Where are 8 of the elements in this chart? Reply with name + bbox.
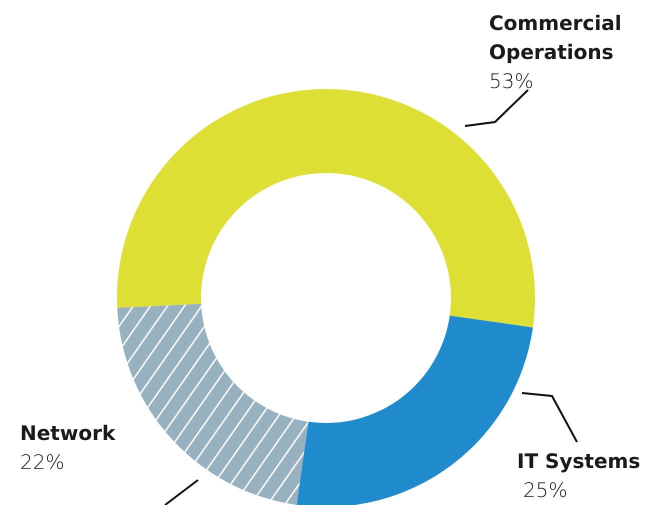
donut-slice [117,304,308,505]
donut-slice [117,89,535,328]
data-label: 53% [489,69,534,93]
data-label: 25% [523,478,568,502]
slice-label: IT Systems [517,449,640,473]
slice-label: Commercial Operations [489,11,622,64]
slice-label: Network [20,421,116,445]
data-label: 22% [20,450,64,474]
